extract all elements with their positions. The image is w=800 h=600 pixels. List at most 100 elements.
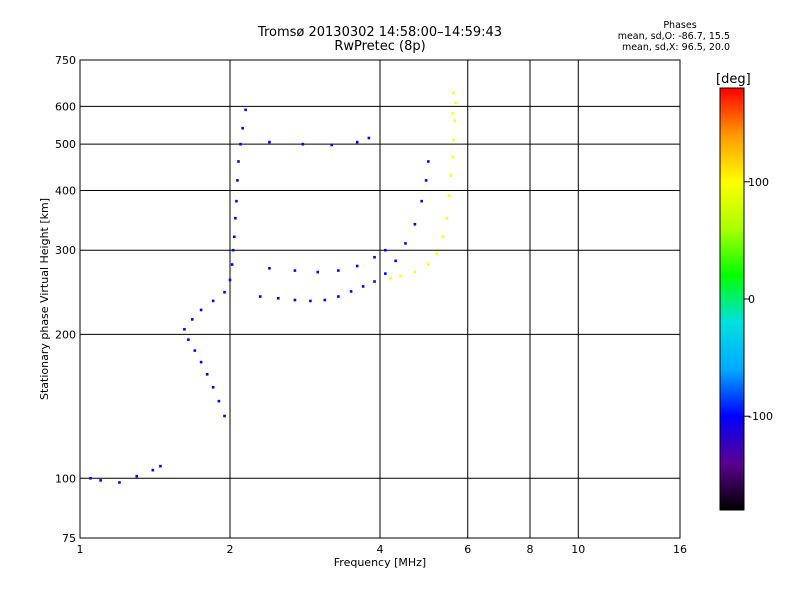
data-point-o [301, 142, 305, 146]
data-point-o [309, 299, 312, 303]
data-point-o [355, 264, 359, 268]
x-tick-label: 4 [377, 543, 384, 556]
data-point-o [268, 266, 271, 270]
data-point-o [159, 464, 162, 468]
data-point-o [183, 327, 186, 331]
data-points [89, 91, 458, 484]
data-point-o [99, 479, 102, 482]
data-point-o [205, 373, 209, 376]
colorbar-tick-label: -100 [748, 410, 773, 423]
phases-line-x: mean, sd,X: 96.5, 20.0 [621, 42, 730, 53]
plot-frame [79, 59, 681, 539]
data-point-o [426, 160, 430, 163]
data-point-o [337, 295, 340, 298]
data-point-o [424, 179, 428, 182]
data-point-o [211, 386, 215, 389]
y-tick-label: 75 [62, 532, 76, 545]
data-point-o [187, 338, 190, 341]
data-point-o [244, 108, 247, 112]
x-tick-label: 1 [77, 543, 84, 556]
data-point-o [355, 140, 359, 144]
colorbar-tick-label: 100 [748, 176, 769, 189]
y-tick-label: 200 [55, 328, 76, 341]
data-point-o [89, 476, 92, 480]
data-point-x [441, 235, 445, 239]
data-point-o [367, 136, 371, 140]
chart-title-line1: Tromsø 20130302 14:58:00–14:59:43 [257, 25, 503, 40]
data-point-o [230, 263, 234, 266]
data-point-o [135, 474, 139, 478]
data-point-o [276, 296, 280, 300]
x-tick-label: 10 [571, 543, 585, 556]
x-tick-label: 2 [227, 543, 234, 556]
data-point-x [452, 138, 455, 142]
data-point-o [316, 270, 320, 274]
data-point-o [235, 199, 238, 203]
y-tick-label: 500 [55, 138, 76, 151]
data-point-o [223, 290, 226, 294]
data-point-o [239, 142, 242, 146]
data-point-o [384, 272, 387, 275]
colorbar-tick-label: 0 [748, 293, 755, 306]
data-point-o [151, 468, 155, 472]
data-point-o [217, 399, 221, 403]
data-point-o [258, 295, 262, 298]
data-point-o [241, 126, 244, 130]
x-axis-label: Frequency [MHz] [334, 556, 426, 569]
x-axis-ticks: 1 2 4 6 8 10 16 [77, 543, 688, 556]
data-point-o [420, 199, 423, 203]
data-point-o [373, 280, 376, 283]
data-point-o [293, 298, 297, 302]
y-tick-label: 750 [55, 54, 76, 67]
y-tick-label: 100 [55, 472, 76, 485]
data-point-x [399, 274, 402, 278]
y-tick-label: 600 [55, 100, 76, 113]
colorbar-label: [deg] [716, 72, 751, 87]
data-point-o [190, 318, 194, 321]
data-point-x [426, 263, 430, 266]
data-point-x [451, 112, 455, 115]
data-point-o [234, 216, 237, 220]
phases-info: Phases mean, sd,O: -86.7, 15.5 mean, sd,… [600, 20, 730, 53]
data-point-o [349, 290, 353, 293]
data-point-o [231, 248, 235, 252]
data-point-o [384, 248, 387, 252]
data-point-x [452, 91, 455, 95]
data-point-o [223, 414, 226, 418]
data-point-x [447, 194, 451, 198]
data-point-o [330, 143, 334, 147]
data-point-o [293, 269, 297, 272]
data-point-x [445, 216, 449, 220]
data-point-o [236, 179, 239, 182]
data-point-o [323, 298, 327, 302]
data-point-o [337, 269, 340, 272]
phases-heading: Phases [663, 20, 697, 31]
y-axis-label: Stationary phase Virtual Height [km] [38, 198, 51, 400]
data-point-o [199, 308, 203, 312]
data-point-o [361, 285, 365, 288]
x-tick-label: 8 [527, 543, 534, 556]
data-point-x [449, 174, 453, 177]
x-tick-label: 16 [673, 543, 687, 556]
data-point-o [237, 160, 240, 163]
data-point-o [199, 360, 203, 364]
grid-lines [80, 60, 680, 538]
data-point-o [193, 349, 197, 352]
data-point-x [453, 119, 457, 122]
data-point-o [228, 278, 232, 282]
data-point-o [373, 255, 376, 259]
y-tick-label: 300 [55, 244, 76, 257]
chart-title: Tromsø 20130302 14:58:00–14:59:43 RwPret… [240, 26, 520, 54]
data-point-o [118, 481, 121, 484]
chart-title-line2: RwPretec (8p) [334, 39, 426, 54]
data-point-o [404, 242, 407, 245]
colorbar-gradient [719, 87, 745, 511]
data-point-x [454, 101, 458, 105]
data-point-o [211, 299, 215, 303]
colorbar-ticks: 100 0 -100 [744, 176, 773, 423]
data-point-x [451, 155, 455, 159]
x-tick-label: 6 [464, 543, 471, 556]
data-point-o [413, 222, 417, 226]
y-axis-ticks: 750 600 500 400 300 200 100 75 [55, 54, 76, 545]
